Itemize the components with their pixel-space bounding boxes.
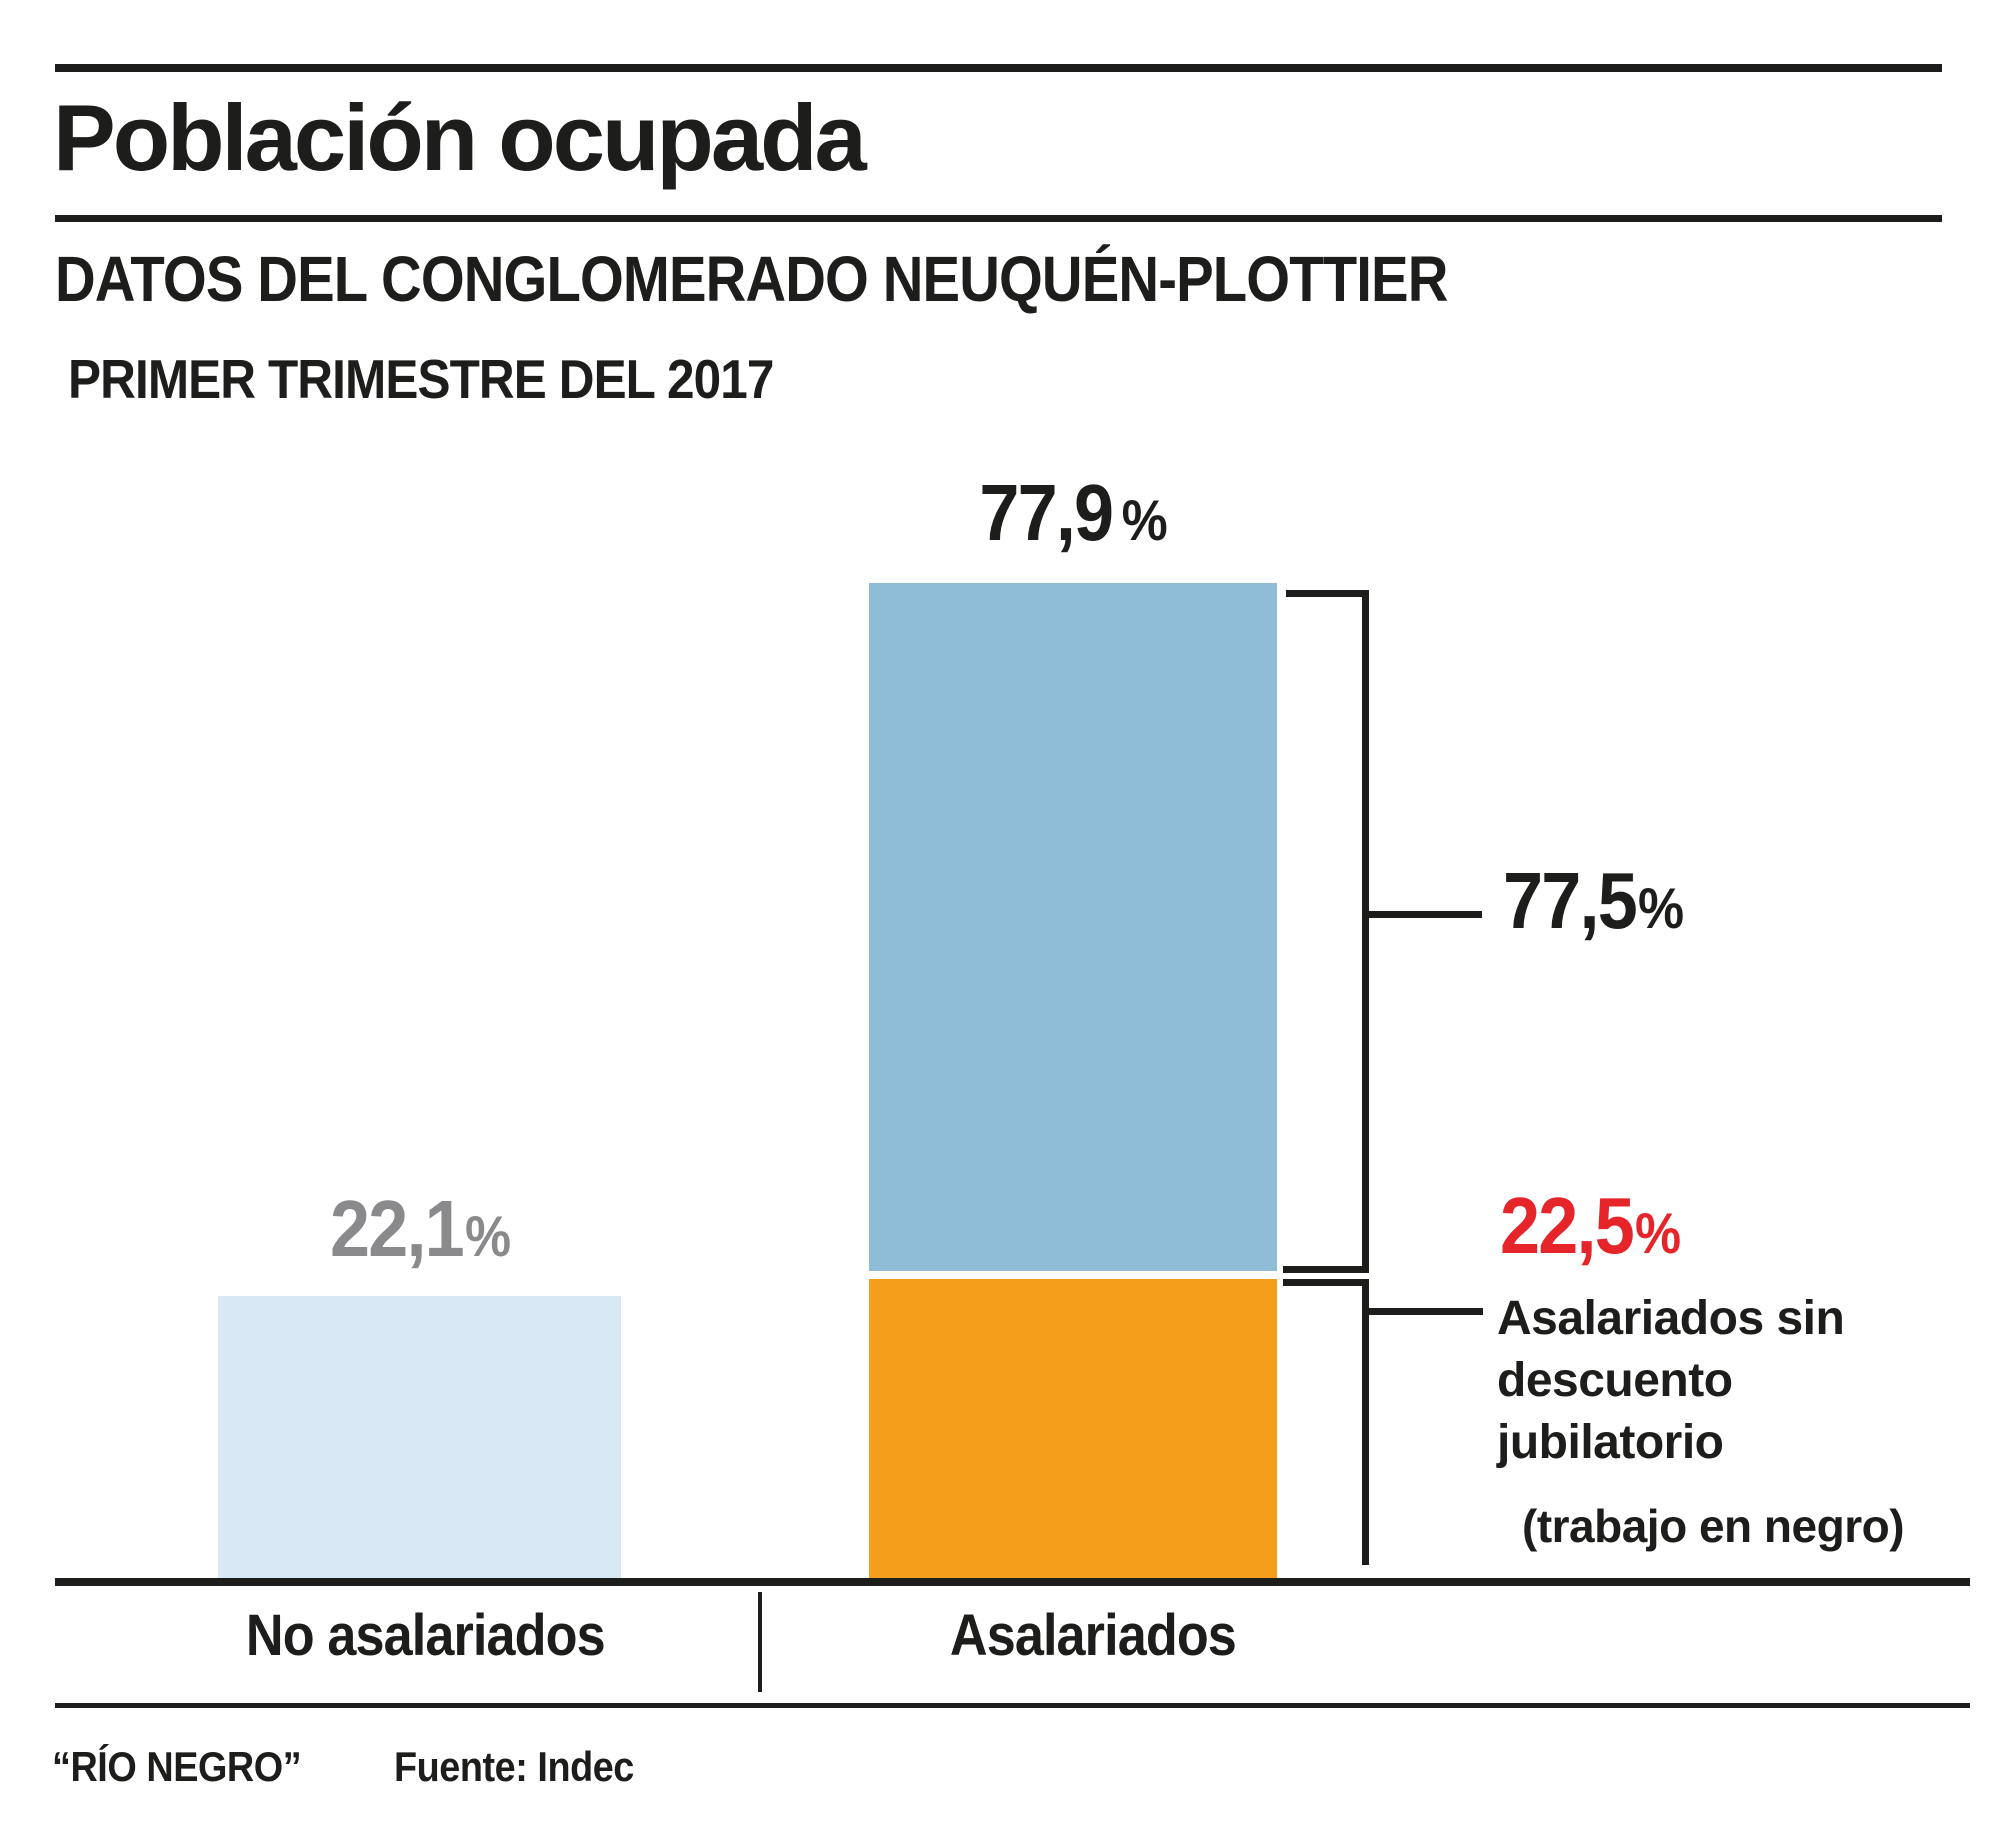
bracket-informal-top: [1283, 1279, 1369, 1286]
category-label-no-asalariados: No asalariados: [125, 1607, 725, 1665]
percent-sign: %: [1635, 1202, 1681, 1266]
bracket-formal-vertical: [1362, 590, 1369, 1273]
informal-annotation: Asalariados sin descuento jubilatorio: [1497, 1288, 1845, 1474]
chart-subtitle: DATOS DEL CONGLOMERADO NEUQUÉN-PLOTTIER: [55, 243, 1448, 315]
informal-note: (trabajo en negro): [1522, 1500, 1905, 1552]
bottom-rule: [55, 1703, 1970, 1708]
category-text: Asalariados: [949, 1603, 1237, 1668]
percent-sign: %: [464, 1205, 511, 1269]
bar-no-asalariados: [218, 1296, 621, 1578]
category-label-asalariados: Asalariados: [793, 1607, 1393, 1665]
bracket-formal-top: [1286, 590, 1369, 597]
bracket-formal-bottom: [1283, 1266, 1369, 1273]
value-label-no-asalariados: 22,1%: [218, 1189, 621, 1269]
value-label-formal: 77,5%: [1503, 861, 1702, 941]
header-rule: [55, 215, 1942, 222]
bracket-formal-tick: [1369, 911, 1482, 918]
footer-source: Fuente: Indec: [394, 1746, 661, 1788]
bracket-informal-vertical: [1362, 1279, 1369, 1565]
formal-number: 77,5: [1503, 856, 1638, 945]
informal-annotation-line2: descuento: [1497, 1354, 1733, 1407]
value-label-asalariados-total: 77,9%: [869, 473, 1277, 553]
bar-asalariados-formal-segment: [869, 583, 1277, 1271]
informal-annotation-line3: jubilatorio: [1497, 1416, 1724, 1469]
percent-sign: %: [1638, 877, 1684, 941]
value-label-informal: 22,5%: [1500, 1186, 1699, 1266]
informal-annotation-line1: Asalariados sin: [1497, 1292, 1845, 1345]
page-title: Población ocupada: [53, 85, 867, 190]
top-rule: [55, 64, 1942, 72]
category-text: No asalariados: [245, 1603, 606, 1668]
x-axis-line: [55, 1578, 1970, 1586]
category-divider: [758, 1592, 762, 1692]
source-text: Fuente: Indec: [394, 1743, 634, 1790]
informal-number: 22,5: [1500, 1181, 1635, 1270]
footer-credit: “RÍO NEGRO”: [52, 1746, 329, 1788]
bracket-informal-tick: [1369, 1308, 1483, 1315]
chart-period: PRIMER TRIMESTRE DEL 2017: [68, 348, 774, 410]
no-asalariados-number: 22,1: [329, 1184, 465, 1273]
percent-sign: %: [1121, 489, 1168, 553]
bar-asalariados-informal-segment: [869, 1279, 1277, 1578]
asalariados-total-number: 77,9: [979, 468, 1115, 557]
credit-text: “RÍO NEGRO”: [52, 1743, 302, 1790]
